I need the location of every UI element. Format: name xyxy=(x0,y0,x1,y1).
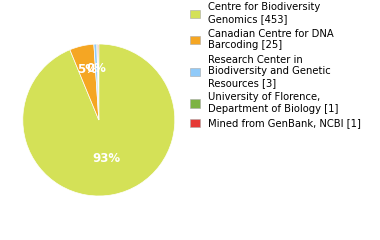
Legend: Centre for Biodiversity
Genomics [453], Canadian Centre for DNA
Barcoding [25], : Centre for Biodiversity Genomics [453], … xyxy=(190,2,361,128)
Wedge shape xyxy=(70,44,99,120)
Wedge shape xyxy=(23,44,175,196)
Wedge shape xyxy=(97,44,99,120)
Wedge shape xyxy=(94,44,99,120)
Text: 0%: 0% xyxy=(87,62,106,75)
Text: 93%: 93% xyxy=(92,152,120,165)
Wedge shape xyxy=(98,44,99,120)
Text: 5%: 5% xyxy=(77,63,97,76)
